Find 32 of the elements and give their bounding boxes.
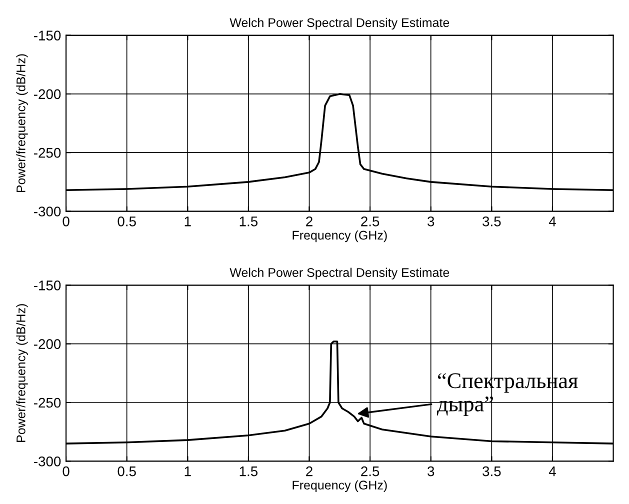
- y-tick-label: -250: [34, 148, 61, 158]
- y-tick-label: -150: [34, 280, 61, 290]
- chart-title: Welch Power Spectral Density Estimate: [230, 18, 450, 30]
- x-tick-label: 2.5: [361, 466, 380, 476]
- x-axis-title: Frequency (GHz): [292, 480, 387, 492]
- x-tick-label: 2: [306, 216, 312, 226]
- x-tick-label: 1.5: [240, 216, 258, 226]
- y-tick-label: -300: [34, 206, 61, 216]
- x-tick-label: 4: [548, 466, 556, 476]
- x-tick-label: 0.5: [118, 216, 136, 226]
- x-tick-label: 4: [548, 216, 556, 226]
- x-tick-label: 0: [62, 216, 70, 226]
- y-tick-label: -200: [34, 339, 61, 350]
- x-tick-label: 3.5: [482, 216, 501, 226]
- y-tick-label: -300: [34, 456, 61, 466]
- x-tick-label: 1: [184, 466, 191, 476]
- x-axis-title: Frequency (GHz): [292, 230, 387, 242]
- x-tick-label: 2: [306, 466, 312, 476]
- x-tick-label: 1: [184, 216, 191, 226]
- x-tick-label: 0.5: [118, 466, 136, 476]
- chart-title: Welch Power Spectral Density Estimate: [230, 268, 450, 280]
- x-tick-label: 0: [62, 466, 70, 476]
- x-tick-label: 3.5: [482, 466, 501, 476]
- x-tick-label: 3: [428, 466, 434, 476]
- x-tick-label: 2.5: [361, 216, 380, 226]
- y-tick-label: -150: [34, 30, 61, 40]
- x-tick-label: 1.5: [240, 466, 258, 476]
- y-axis-title: Power/frequency (dB/Hz): [16, 54, 28, 192]
- y-tick-label: -200: [34, 89, 61, 100]
- y-axis-title: Power/frequency (dB/Hz): [16, 304, 28, 442]
- y-tick-label: -250: [34, 398, 61, 408]
- x-tick-label: 3: [428, 216, 434, 226]
